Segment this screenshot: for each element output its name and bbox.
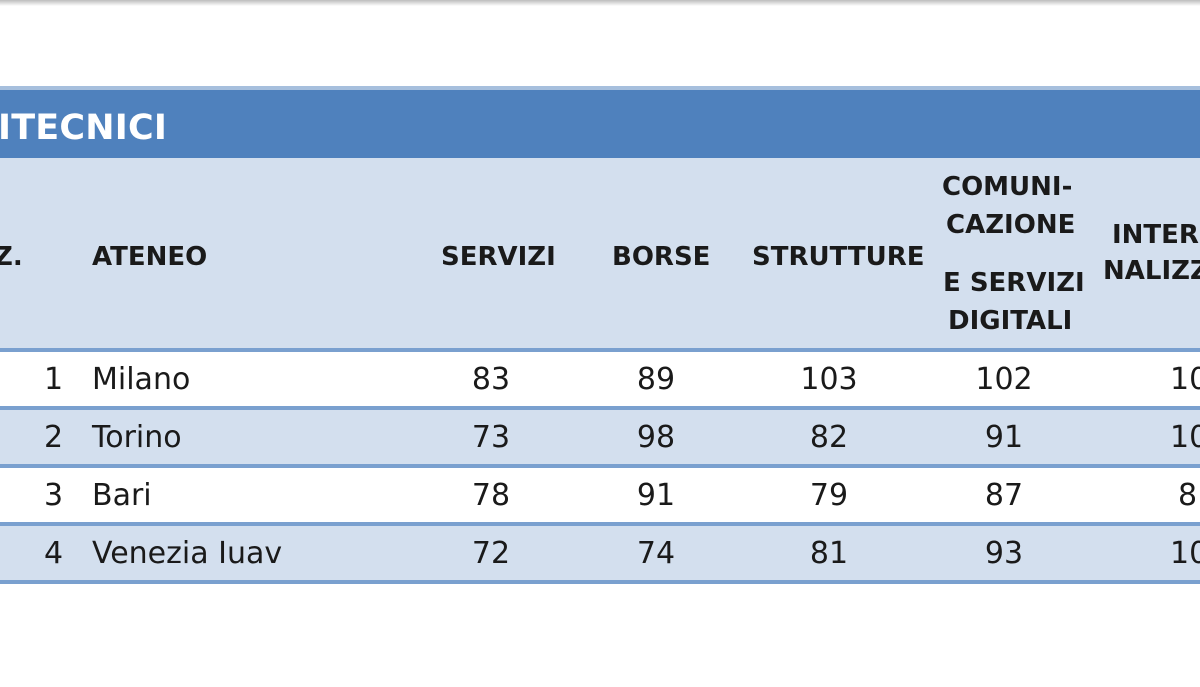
table-title-bar: ITECNICI — [0, 86, 1200, 158]
table-row: 4 Venezia Iuav 72 74 81 93 10 — [0, 526, 1200, 580]
row-servizi: 72 — [471, 536, 511, 571]
row-borse: 74 — [636, 536, 676, 571]
row-strutture: 79 — [809, 478, 849, 513]
row-borse: 89 — [636, 362, 676, 397]
row-ateneo: Milano — [92, 362, 191, 397]
row-position: 2 — [44, 420, 64, 455]
row-servizi: 83 — [471, 362, 511, 397]
row-internazionalizzazione: 10 — [1170, 536, 1200, 571]
table-bottom-divider — [0, 580, 1200, 584]
header-servizi: SERVIZI — [441, 242, 556, 272]
header-position: Z. — [0, 242, 23, 272]
row-strutture: 103 — [800, 362, 858, 397]
row-ateneo: Torino — [92, 420, 182, 455]
row-divider — [0, 464, 1200, 468]
row-ateneo: Bari — [92, 478, 152, 513]
header-borse: BORSE — [612, 242, 711, 272]
row-servizi: 73 — [471, 420, 511, 455]
row-position: 1 — [44, 362, 64, 397]
row-strutture: 82 — [809, 420, 849, 455]
row-servizi: 78 — [471, 478, 511, 513]
row-divider — [0, 406, 1200, 410]
header-strutture: STRUTTURE — [752, 242, 925, 272]
header-comunicazione-line4: DIGITALI — [948, 306, 1073, 336]
table-row: 2 Torino 73 98 82 91 10 — [0, 410, 1200, 464]
row-comunicazione: 87 — [984, 478, 1024, 513]
row-borse: 91 — [636, 478, 676, 513]
row-internazionalizzazione: 10 — [1170, 420, 1200, 455]
table-row: 3 Bari 78 91 79 87 8 — [0, 468, 1200, 522]
row-comunicazione: 91 — [984, 420, 1024, 455]
row-comunicazione: 102 — [975, 362, 1033, 397]
header-internazionalizzazione-line2: NALIZZA — [1103, 256, 1200, 286]
table-header-row: Z. ATENEO SERVIZI BORSE STRUTTURE COMUNI… — [0, 158, 1200, 349]
row-position: 3 — [44, 478, 64, 513]
header-comunicazione-line2: CAZIONE — [946, 210, 1076, 240]
header-comunicazione-line3: E SERVIZI — [943, 268, 1085, 298]
row-comunicazione: 93 — [984, 536, 1024, 571]
page-top-shadow — [0, 0, 1200, 6]
row-internazionalizzazione: 8 — [1178, 478, 1198, 513]
header-divider — [0, 348, 1200, 352]
header-ateneo: ATENEO — [92, 242, 208, 272]
row-borse: 98 — [636, 420, 676, 455]
row-position: 4 — [44, 536, 64, 571]
row-strutture: 81 — [809, 536, 849, 571]
table-title: ITECNICI — [0, 108, 168, 148]
row-internazionalizzazione: 10 — [1170, 362, 1200, 397]
row-divider — [0, 522, 1200, 526]
header-comunicazione-line1: COMUNI- — [942, 172, 1073, 202]
table-row: 1 Milano 83 89 103 102 10 — [0, 352, 1200, 406]
row-ateneo: Venezia Iuav — [92, 536, 283, 571]
